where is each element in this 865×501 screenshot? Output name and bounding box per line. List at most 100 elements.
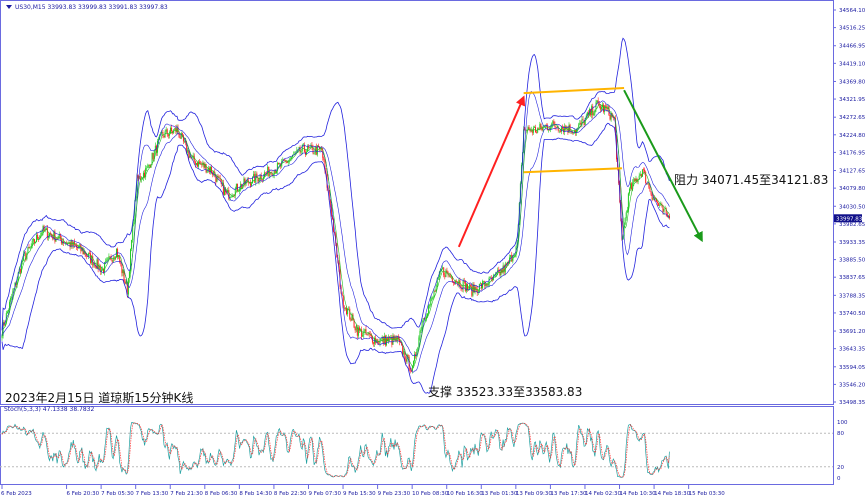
candle-body	[130, 249, 132, 272]
candle-body	[454, 282, 456, 284]
candle-body	[45, 228, 47, 230]
candle-body	[441, 268, 443, 272]
candle-body	[392, 335, 394, 345]
candle-body	[593, 113, 595, 116]
candle-body	[56, 238, 58, 240]
current-price-tag	[834, 214, 862, 223]
candle-body	[284, 160, 286, 162]
candle-body	[58, 234, 60, 237]
candle-body	[614, 117, 616, 136]
candle-body	[647, 182, 649, 184]
candle-body	[503, 265, 505, 273]
candle-body	[246, 179, 248, 182]
candle-body	[286, 161, 288, 163]
candle-body	[424, 318, 426, 320]
candle-body	[215, 176, 217, 182]
candle-body	[290, 157, 292, 159]
candle-body	[479, 283, 481, 284]
candle-body	[645, 171, 647, 183]
candle-body	[23, 253, 25, 261]
candle-body	[43, 226, 45, 231]
candle-body	[47, 235, 49, 238]
candle-body	[46, 228, 48, 238]
candle-body	[366, 334, 368, 335]
candle-body	[436, 278, 438, 286]
candle-body	[430, 299, 432, 306]
candle-body	[362, 335, 364, 337]
candle-body	[552, 121, 554, 124]
candle-body	[19, 269, 21, 273]
candle-body	[505, 263, 507, 265]
candle-body	[57, 236, 59, 240]
candle-body	[437, 277, 439, 279]
candle-body	[232, 195, 234, 196]
stoch-plot-frame	[0, 406, 834, 485]
candle-body	[655, 198, 657, 202]
candle-body	[11, 296, 13, 299]
candle-body	[316, 145, 318, 155]
candle-body	[459, 280, 461, 287]
candle-body	[535, 126, 537, 133]
current-price-label: 33997.83	[836, 216, 863, 222]
candle-body	[158, 138, 160, 141]
candle-body	[37, 234, 39, 239]
candle-body	[553, 121, 555, 124]
candle-body	[214, 171, 216, 177]
candle-body	[230, 196, 232, 198]
candle-body	[569, 124, 571, 132]
candle-body	[363, 331, 365, 336]
trend-arrow	[623, 89, 703, 243]
candle-body	[624, 218, 626, 225]
candle-body	[622, 236, 624, 240]
candle-body	[228, 189, 230, 199]
candle-body	[279, 163, 281, 165]
candle-body	[361, 329, 363, 337]
candle-body	[292, 154, 294, 158]
candle-body	[478, 283, 480, 291]
candle-body	[567, 128, 569, 133]
candle-body	[631, 183, 633, 190]
candle-body	[477, 290, 479, 293]
candle-body	[502, 265, 504, 273]
price-tick-label: 33740.50	[839, 311, 865, 317]
time-tick-label: 8 Feb 06:30	[205, 491, 238, 497]
candle-body	[97, 259, 99, 269]
candle-body	[146, 167, 148, 169]
candle-body	[257, 177, 259, 182]
candle-body	[128, 271, 130, 279]
candle-body	[142, 172, 144, 178]
candle-body	[533, 126, 535, 128]
candle-body	[231, 195, 233, 197]
stoch-tick-label: 80	[837, 431, 844, 437]
candle-body	[200, 163, 202, 165]
candle-body	[13, 288, 15, 292]
upper-band-line	[1, 37, 670, 331]
candle-body	[174, 128, 176, 130]
candle-body	[81, 247, 83, 251]
candle-body	[641, 169, 643, 177]
candle-body	[407, 354, 409, 357]
candle-body	[299, 147, 301, 153]
dropdown-triangle-icon[interactable]	[6, 5, 12, 9]
stoch-tick-label: 100	[837, 420, 848, 426]
candle-body	[434, 291, 436, 292]
candle-body	[476, 289, 478, 293]
candle-body	[630, 183, 632, 189]
resistance-note: 阻力 34071.45至34121.83	[674, 173, 829, 187]
candle-body	[668, 215, 670, 219]
candle-body	[25, 253, 27, 260]
symbol-label: US30,M15	[15, 4, 46, 11]
time-tick-label: 7 Feb 05:30	[101, 491, 134, 497]
candle-body	[530, 129, 532, 132]
time-tick-label: 9 Feb 15:30	[343, 491, 376, 497]
candle-body	[38, 238, 40, 240]
candle-body	[388, 337, 390, 342]
candle-body	[5, 313, 7, 323]
candle-body	[297, 149, 299, 151]
candle-body	[205, 163, 207, 173]
candle-body	[605, 105, 607, 108]
candle-body	[468, 289, 470, 290]
candle-body	[260, 175, 262, 180]
candle-body	[484, 281, 486, 287]
